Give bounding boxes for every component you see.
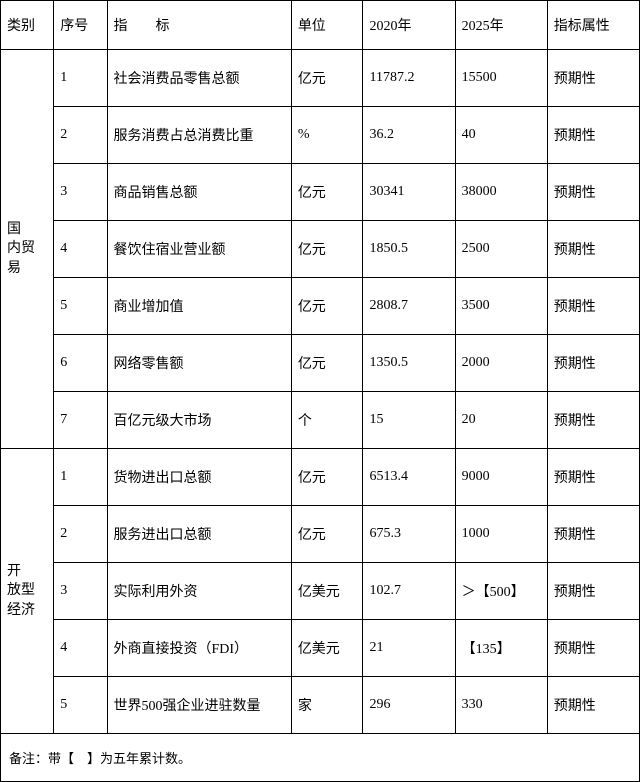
indicator-cell: 餐饮住宿业营业额: [107, 221, 291, 278]
y2025-cell: 40: [455, 107, 547, 164]
col-header-category: 类别: [1, 1, 54, 50]
y2020-cell: 1850.5: [363, 221, 455, 278]
table-row: 4餐饮住宿业营业额亿元1850.52500预期性: [1, 221, 640, 278]
seq-cell: 4: [54, 620, 107, 677]
indicator-table: 类别 序号 指 标 单位 2020年 2025年 指标属性 国 内贸易1社会消费…: [0, 0, 640, 782]
unit-cell: 亿美元: [291, 620, 363, 677]
indicator-cell: 货物进出口总额: [107, 449, 291, 506]
y2020-cell: 1350.5: [363, 335, 455, 392]
seq-cell: 6: [54, 335, 107, 392]
indicator-cell: 实际利用外资: [107, 563, 291, 620]
col-header-unit: 单位: [291, 1, 363, 50]
indicator-cell: 社会消费品零售总额: [107, 50, 291, 107]
seq-cell: 3: [54, 164, 107, 221]
indicator-cell: 网络零售额: [107, 335, 291, 392]
table-row: 国 内贸易1社会消费品零售总额亿元11787.215500预期性: [1, 50, 640, 107]
col-header-2025: 2025年: [455, 1, 547, 50]
attr-cell: 预期性: [547, 563, 639, 620]
unit-cell: 亿元: [291, 164, 363, 221]
y2020-cell: 6513.4: [363, 449, 455, 506]
unit-cell: 个: [291, 392, 363, 449]
seq-cell: 1: [54, 50, 107, 107]
table-footnote: 备注：带【 】为五年累计数。: [1, 734, 640, 782]
col-header-seq: 序号: [54, 1, 107, 50]
y2020-cell: 30341: [363, 164, 455, 221]
y2025-cell: ＞【500】: [455, 563, 547, 620]
y2025-cell: 330: [455, 677, 547, 734]
y2020-cell: 36.2: [363, 107, 455, 164]
attr-cell: 预期性: [547, 506, 639, 563]
y2025-cell: 2000: [455, 335, 547, 392]
seq-cell: 5: [54, 278, 107, 335]
unit-cell: 亿元: [291, 221, 363, 278]
table-row: 5世界500强企业进驻数量家296330预期性: [1, 677, 640, 734]
indicator-cell: 百亿元级大市场: [107, 392, 291, 449]
seq-cell: 2: [54, 506, 107, 563]
indicator-cell: 服务进出口总额: [107, 506, 291, 563]
indicator-cell: 商品销售总额: [107, 164, 291, 221]
unit-cell: 亿元: [291, 506, 363, 563]
unit-cell: 亿元: [291, 449, 363, 506]
table-row: 5商业增加值亿元2808.73500预期性: [1, 278, 640, 335]
y2020-cell: 2808.7: [363, 278, 455, 335]
table-row: 3商品销售总额亿元3034138000预期性: [1, 164, 640, 221]
col-header-indicator: 指 标: [107, 1, 291, 50]
table-row: 3实际利用外资亿美元102.7＞【500】预期性: [1, 563, 640, 620]
indicator-cell: 世界500强企业进驻数量: [107, 677, 291, 734]
y2020-cell: 296: [363, 677, 455, 734]
attr-cell: 预期性: [547, 221, 639, 278]
table-row: 开 放型 经济1货物进出口总额亿元6513.49000预期性: [1, 449, 640, 506]
y2025-cell: 3500: [455, 278, 547, 335]
y2020-cell: 21: [363, 620, 455, 677]
attr-cell: 预期性: [547, 392, 639, 449]
seq-cell: 4: [54, 221, 107, 278]
unit-cell: 亿元: [291, 278, 363, 335]
attr-cell: 预期性: [547, 50, 639, 107]
y2025-cell: 20: [455, 392, 547, 449]
unit-cell: 家: [291, 677, 363, 734]
seq-cell: 2: [54, 107, 107, 164]
table-row: 2服务消费占总消费比重%36.240预期性: [1, 107, 640, 164]
col-header-2020: 2020年: [363, 1, 455, 50]
attr-cell: 预期性: [547, 164, 639, 221]
category-cell: 国 内贸易: [1, 50, 54, 449]
y2025-cell: 38000: [455, 164, 547, 221]
y2025-cell: 9000: [455, 449, 547, 506]
indicator-cell: 商业增加值: [107, 278, 291, 335]
indicator-cell: 外商直接投资（FDI）: [107, 620, 291, 677]
unit-cell: 亿元: [291, 50, 363, 107]
table-row: 6网络零售额亿元1350.52000预期性: [1, 335, 640, 392]
y2020-cell: 11787.2: [363, 50, 455, 107]
category-cell: 开 放型 经济: [1, 449, 54, 734]
y2025-cell: 【135】: [455, 620, 547, 677]
table-row: 2服务进出口总额亿元675.31000预期性: [1, 506, 640, 563]
y2025-cell: 1000: [455, 506, 547, 563]
seq-cell: 3: [54, 563, 107, 620]
y2020-cell: 675.3: [363, 506, 455, 563]
seq-cell: 1: [54, 449, 107, 506]
attr-cell: 预期性: [547, 677, 639, 734]
indicator-cell: 服务消费占总消费比重: [107, 107, 291, 164]
col-header-attr: 指标属性: [547, 1, 639, 50]
table-footnote-row: 备注：带【 】为五年累计数。: [1, 734, 640, 782]
table-row: 7百亿元级大市场个1520预期性: [1, 392, 640, 449]
y2020-cell: 15: [363, 392, 455, 449]
unit-cell: 亿美元: [291, 563, 363, 620]
unit-cell: %: [291, 107, 363, 164]
table-row: 4外商直接投资（FDI）亿美元21【135】预期性: [1, 620, 640, 677]
attr-cell: 预期性: [547, 107, 639, 164]
unit-cell: 亿元: [291, 335, 363, 392]
attr-cell: 预期性: [547, 449, 639, 506]
attr-cell: 预期性: [547, 335, 639, 392]
y2025-cell: 15500: [455, 50, 547, 107]
attr-cell: 预期性: [547, 620, 639, 677]
seq-cell: 5: [54, 677, 107, 734]
table-header-row: 类别 序号 指 标 单位 2020年 2025年 指标属性: [1, 1, 640, 50]
y2025-cell: 2500: [455, 221, 547, 278]
seq-cell: 7: [54, 392, 107, 449]
attr-cell: 预期性: [547, 278, 639, 335]
y2020-cell: 102.7: [363, 563, 455, 620]
